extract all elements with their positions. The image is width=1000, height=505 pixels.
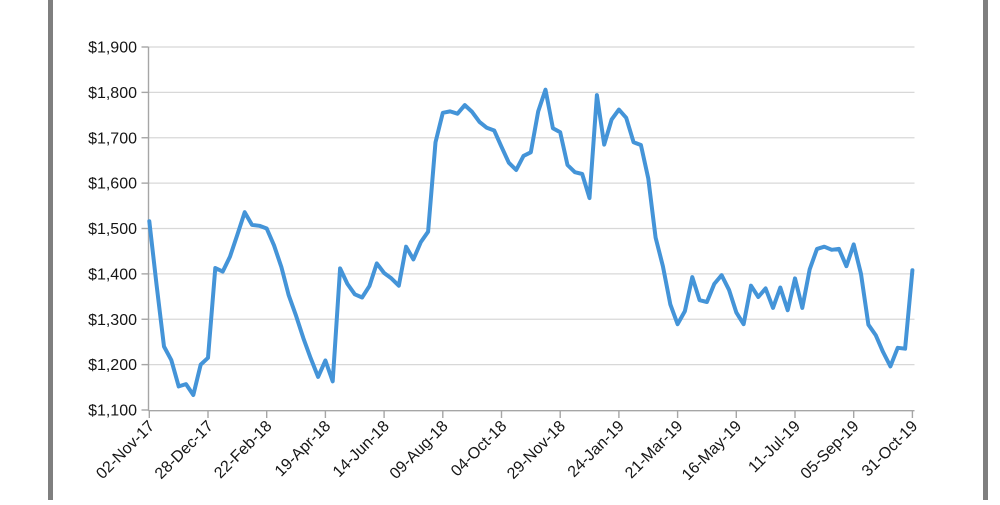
window-left-edge-bar <box>48 0 53 500</box>
x-axis-tick-label: 05-Sep-19 <box>798 418 863 483</box>
x-axis-tick-label: 09-Aug-18 <box>387 418 452 483</box>
window-right-edge-bar <box>983 0 988 500</box>
x-axis-tick-label: 24-Jan-19 <box>565 418 628 481</box>
x-axis-tick-label: 16-May-19 <box>679 418 745 484</box>
y-axis-tick-label: $1,900 <box>88 40 137 57</box>
y-axis-tick-label: $1,500 <box>88 221 137 238</box>
y-axis-tick-label: $1,200 <box>88 357 137 374</box>
x-axis-tick-label: 19-Apr-18 <box>272 418 334 480</box>
x-axis-tick-label: 21-Mar-19 <box>622 418 686 482</box>
price-series-line <box>147 87 915 397</box>
y-axis-tick-label: $1,300 <box>88 312 137 329</box>
x-axis-tick-label: 28-Dec-17 <box>152 418 217 483</box>
x-axis-tick-label: 11-Jul-19 <box>745 418 803 476</box>
y-axis-tick-label: $1,100 <box>88 403 137 420</box>
x-axis-tick-label: 22-Feb-18 <box>211 418 275 482</box>
y-axis-tick-label: $1,400 <box>88 266 137 283</box>
y-axis-tick-label: $1,600 <box>88 176 137 193</box>
x-axis-tick-label: 04-Oct-18 <box>448 418 510 480</box>
x-axis-tick-label: 14-Jun-18 <box>330 418 393 481</box>
y-axis-tick-label: $1,700 <box>88 130 137 147</box>
x-axis-tick-label: 02-Nov-17 <box>93 418 158 483</box>
x-axis-tick-label: 29-Nov-18 <box>504 418 569 483</box>
x-axis-tick-label: 31-Oct-19 <box>859 418 921 480</box>
y-axis-tick-label: $1,800 <box>88 85 137 102</box>
